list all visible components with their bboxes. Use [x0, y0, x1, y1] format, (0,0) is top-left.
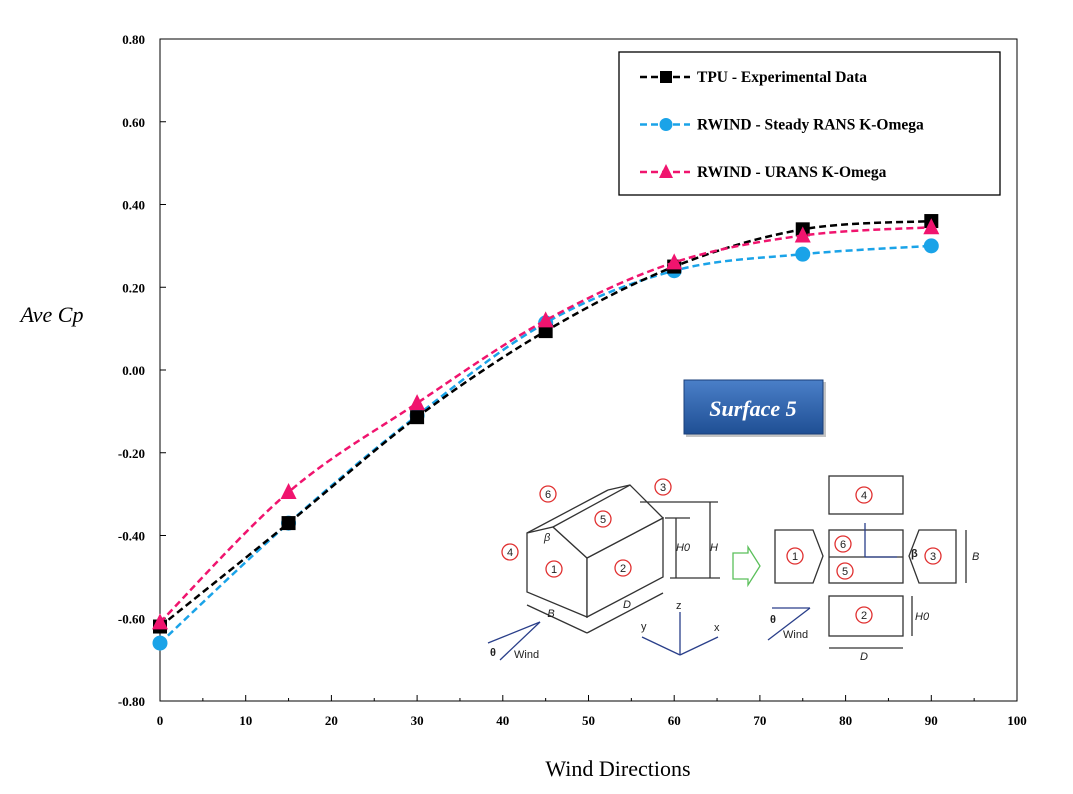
circle-marker	[152, 635, 168, 651]
triangle-marker	[923, 218, 940, 235]
h0-label: H0	[676, 542, 691, 554]
y-axis-label: Ave Cp	[19, 302, 84, 327]
circle-marker	[795, 246, 811, 262]
face-4-label: 4	[507, 547, 513, 559]
diagram-labels: 6 5 3 4 1 2 H0 H B D β Wind θ z y x 4 6 …	[490, 478, 979, 663]
plan-face-4-label: 4	[861, 490, 867, 502]
theta-label: θ	[490, 647, 496, 659]
beta-label: β	[543, 532, 551, 544]
wind-label: Wind	[514, 649, 539, 661]
z-axis-label: z	[676, 600, 682, 612]
square-marker	[281, 516, 296, 531]
face-2-label: 2	[620, 563, 626, 575]
x-tick-label: 50	[582, 713, 595, 728]
d-label: D	[623, 599, 631, 611]
h-label: H	[710, 542, 718, 554]
b-label: B	[547, 608, 554, 620]
legend-label: TPU - Experimental Data	[697, 69, 867, 86]
x-tick-label: 70	[753, 713, 766, 728]
triangle-marker	[152, 613, 168, 630]
legend-label: RWIND - URANS K-Omega	[697, 164, 887, 181]
plan-d-label: D	[860, 651, 868, 663]
square-marker	[410, 410, 425, 425]
plan-theta-label: θ	[770, 614, 776, 626]
y-tick-label: -0.40	[118, 529, 145, 544]
y-tick-label: -0.20	[118, 446, 145, 461]
surface-badge: Surface 5	[683, 379, 826, 437]
series-triangle	[152, 218, 940, 630]
plan-h0-label: H0	[915, 611, 930, 623]
y-tick-label: -0.60	[118, 611, 145, 626]
plan-face-2-label: 2	[861, 610, 867, 622]
legend: TPU - Experimental Data RWIND - Steady RA…	[618, 51, 1001, 196]
x-tick-label: 100	[1007, 713, 1027, 728]
triangle-marker	[794, 226, 811, 243]
x-axis-diagram-label: x	[714, 622, 720, 634]
square-marker	[538, 324, 553, 339]
plan-face-5-label: 5	[842, 566, 848, 578]
x-tick-label: 0	[157, 713, 164, 728]
surface-label: Surface 5	[709, 396, 796, 421]
triangle-marker	[280, 483, 297, 500]
plan-beta-label: β	[911, 548, 918, 560]
face-1-label: 1	[551, 564, 557, 576]
x-tick-label: 40	[496, 713, 509, 728]
y-tick-label: 0.80	[122, 32, 145, 47]
square-marker	[660, 71, 672, 83]
x-axis-label: Wind Directions	[545, 756, 690, 781]
y-tick-label: 0.60	[122, 115, 145, 130]
plan-face-1-label: 1	[792, 551, 798, 563]
triangle-marker	[537, 311, 554, 328]
y-tick-label: 0.00	[122, 363, 145, 378]
legend-item: RWIND - URANS K-Omega	[640, 164, 887, 181]
plan-face-6-label: 6	[840, 539, 846, 551]
legend-item: RWIND - Steady RANS K-Omega	[640, 117, 924, 134]
x-tick-label: 80	[839, 713, 852, 728]
triangle-marker	[666, 253, 683, 270]
circle-marker	[659, 118, 673, 131]
face-5-label: 5	[600, 514, 606, 526]
plan-face-3-label: 3	[930, 551, 936, 563]
y-axis-diagram-label: y	[641, 621, 647, 633]
x-tick-label: 90	[925, 713, 938, 728]
y-tick-label: -0.80	[118, 694, 145, 709]
plan-b-label: B	[972, 551, 979, 563]
circle-marker	[923, 238, 939, 254]
y-tick-label: 0.40	[122, 198, 145, 213]
x-tick-label: 20	[325, 713, 338, 728]
triangle-marker	[409, 394, 426, 411]
x-tick-label: 30	[411, 713, 424, 728]
triangle-marker	[659, 164, 673, 178]
x-tick-label: 60	[668, 713, 681, 728]
face-6-label: 6	[545, 489, 551, 501]
face-3-label: 3	[660, 482, 666, 494]
plan-wind-label: Wind	[783, 629, 808, 641]
legend-item: TPU - Experimental Data	[640, 69, 867, 86]
x-tick-label: 10	[239, 713, 252, 728]
y-tick-label: 0.20	[122, 280, 145, 295]
legend-label: RWIND - Steady RANS K-Omega	[697, 117, 924, 134]
